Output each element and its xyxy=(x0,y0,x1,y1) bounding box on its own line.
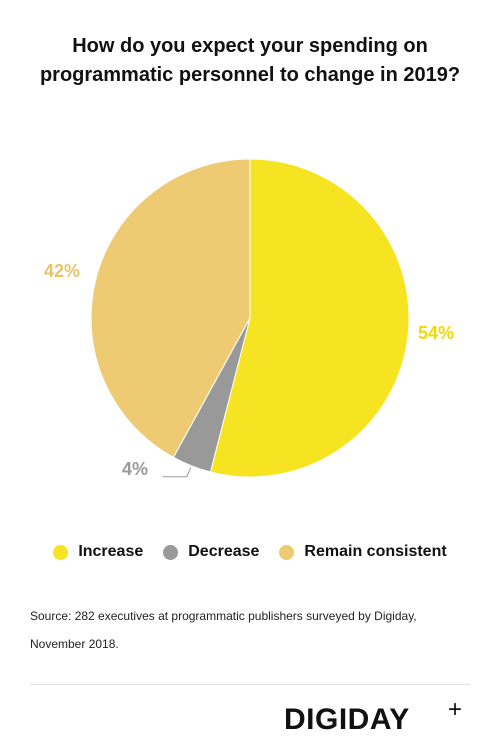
chart-title-line-2: programmatic personnel to change in 2019… xyxy=(39,64,461,86)
digiday-plus-mark: + xyxy=(448,696,463,723)
data-label-increase: 54% xyxy=(418,323,454,343)
footer-divider xyxy=(30,684,470,685)
chart-title: How do you expect your spending on progr… xyxy=(20,32,480,90)
legend-label-remain-consistent: Remain consistent xyxy=(304,543,447,560)
digiday-logo: DIGIDAY xyxy=(284,703,410,736)
legend-swatch-remain-consistent xyxy=(279,544,295,560)
legend-swatch-decrease xyxy=(163,544,179,560)
legend-item-increase: Increase xyxy=(53,543,143,561)
legend-label-decrease: Decrease xyxy=(188,543,260,560)
leader-line-decrease xyxy=(162,467,192,478)
source-note: Source: 282 executives at programmatic p… xyxy=(30,602,470,658)
chart-legend: Increase Decrease Remain consistent xyxy=(0,543,500,561)
legend-label-increase: Increase xyxy=(78,543,144,560)
data-label-remain-consistent: 42% xyxy=(44,261,80,281)
pie-chart: 54% 4% 42% xyxy=(44,158,454,479)
pie-slice-remain-consistent xyxy=(90,158,251,459)
legend-item-remain-consistent: Remain consistent xyxy=(279,543,447,561)
pie-slice-increase xyxy=(209,158,410,478)
source-line-2: November 2018. xyxy=(30,637,119,651)
source-line-1: Source: 282 executives at programmatic p… xyxy=(30,609,417,623)
chart-title-line-1: How do you expect your spending on xyxy=(72,35,428,57)
legend-swatch-increase xyxy=(53,544,69,560)
legend-item-decrease: Decrease xyxy=(163,543,259,561)
data-label-decrease: 4% xyxy=(122,459,148,479)
